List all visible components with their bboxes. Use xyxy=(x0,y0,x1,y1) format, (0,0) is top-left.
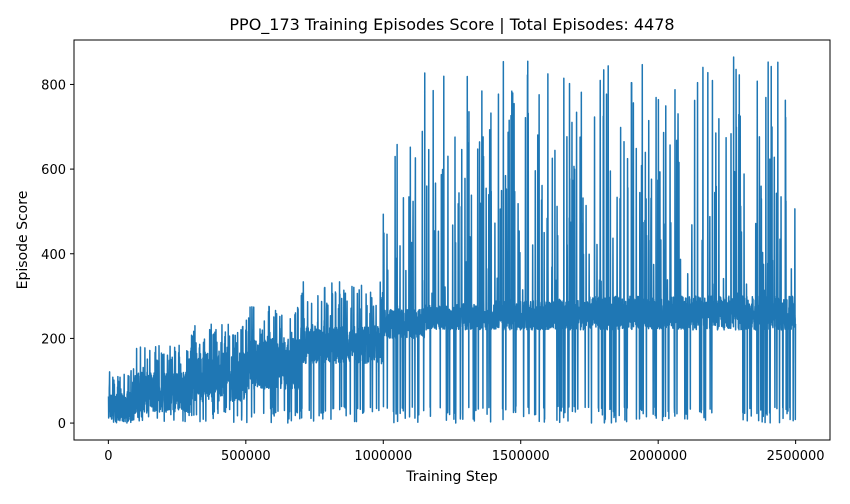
chart-title: PPO_173 Training Episodes Score | Total … xyxy=(229,15,674,35)
episode-score-line xyxy=(107,56,797,424)
y-tick-label: 200 xyxy=(41,332,66,347)
plot-area-frame xyxy=(73,39,831,441)
y-tick-label: 600 xyxy=(41,163,66,178)
x-tick-label: 0 xyxy=(104,449,112,464)
x-axis-label: Training Step xyxy=(405,469,498,485)
x-tick-label: 2500000 xyxy=(767,449,825,464)
x-tick-label: 1500000 xyxy=(492,449,550,464)
y-axis-ticks: 0 200 400 600 800 xyxy=(41,78,74,432)
y-tick-label: 0 xyxy=(58,417,66,432)
x-tick-label: 500000 xyxy=(221,449,271,464)
series-group xyxy=(107,56,797,424)
x-tick-label: 1000000 xyxy=(354,449,412,464)
x-axis-ticks: 0 500000 1000000 1500000 2000000 2500000 xyxy=(104,440,825,464)
x-tick-label: 2000000 xyxy=(629,449,687,464)
y-axis-label: Episode Score xyxy=(15,191,31,290)
y-tick-label: 400 xyxy=(41,248,66,263)
y-tick-label: 800 xyxy=(41,78,66,93)
